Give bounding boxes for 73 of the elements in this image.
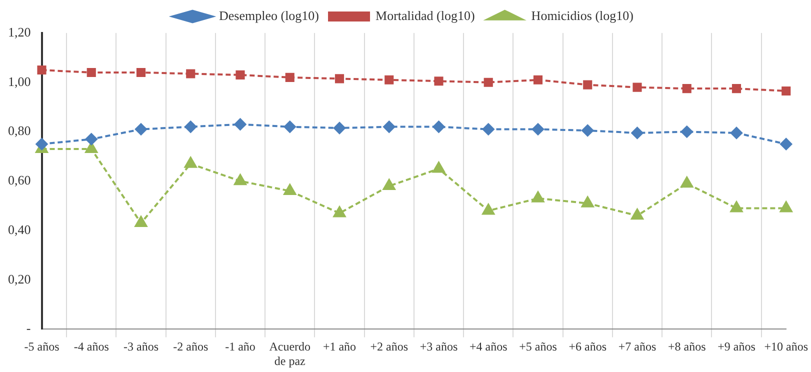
point: [682, 84, 692, 94]
point: [184, 156, 197, 168]
x-tick-label: +9 años: [718, 340, 756, 354]
point: [234, 174, 246, 186]
point: [384, 75, 394, 84]
point: [135, 123, 147, 136]
point: [732, 84, 742, 94]
y-tick-label: 0,80: [8, 123, 31, 138]
x-tick-label: -2 años: [173, 340, 208, 354]
point: [86, 68, 96, 78]
point: [632, 82, 642, 92]
legend-label: Homicidios (log10): [531, 8, 634, 23]
x-tick-label: +8 años: [668, 340, 706, 354]
y-tick-label: -: [26, 320, 31, 336]
point: [581, 196, 594, 208]
point: [284, 184, 296, 195]
x-tick-label: +1 año: [322, 340, 356, 354]
point: [532, 123, 544, 136]
legend-label: Mortalidad (log10): [376, 8, 475, 23]
x-tick-label: +10 años: [764, 340, 808, 354]
x-tick-label: +3 años: [420, 340, 458, 354]
x-tick-label: +2 años: [370, 340, 408, 354]
point: [432, 162, 445, 173]
point: [533, 75, 543, 84]
x-tick-label: Acuerdo de paz: [269, 340, 311, 368]
legend-label: Desempleo (log10): [219, 8, 320, 23]
point: [36, 138, 48, 150]
y-tick-label: 0,60: [8, 172, 31, 188]
y-tick-label: 1,00: [8, 74, 31, 89]
point: [37, 65, 46, 75]
point: [631, 208, 644, 220]
x-tick-label: -5 años: [24, 340, 60, 354]
x-tick-label: +4 años: [469, 340, 508, 354]
point: [482, 123, 494, 136]
x-tick-label: +6 años: [568, 340, 607, 354]
x-tick-label: -1 año: [225, 340, 256, 354]
point: [432, 120, 445, 133]
x-tick-label: +7 años: [618, 340, 656, 354]
point: [334, 122, 346, 134]
x-tick-label: -3 años: [124, 340, 159, 354]
y-tick-label: 0,20: [8, 271, 31, 286]
point: [284, 120, 296, 133]
point: [136, 68, 146, 78]
point: [680, 176, 694, 188]
y-tick-label: 1,20: [8, 24, 31, 40]
point: [680, 126, 693, 138]
point: [382, 179, 396, 190]
point: [730, 126, 742, 139]
point: [134, 216, 148, 228]
point: [383, 120, 396, 133]
point: [782, 86, 791, 96]
point: [730, 201, 743, 212]
point: [482, 204, 495, 215]
point: [780, 138, 792, 150]
point: [186, 69, 196, 78]
point: [85, 142, 98, 154]
point: [532, 191, 544, 202]
point: [631, 126, 644, 139]
point: [236, 70, 245, 80]
point: [333, 206, 346, 218]
x-tick-label: +5 años: [519, 340, 558, 354]
point: [334, 74, 344, 84]
point: [484, 78, 493, 87]
point: [285, 72, 294, 82]
x-tick-label: -4 años: [74, 340, 110, 354]
point: [85, 133, 98, 146]
y-tick-label: 0,40: [8, 222, 31, 237]
point: [434, 76, 444, 86]
point: [583, 80, 592, 90]
point: [184, 120, 197, 133]
point: [234, 118, 246, 130]
point: [780, 201, 792, 212]
point: [582, 124, 594, 136]
